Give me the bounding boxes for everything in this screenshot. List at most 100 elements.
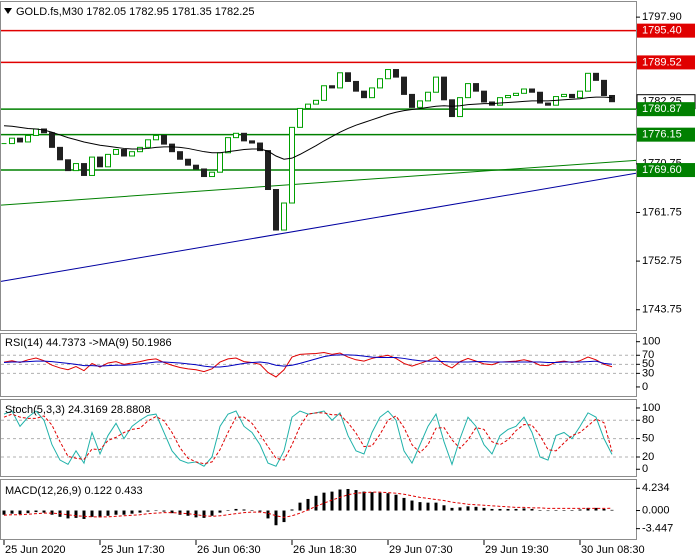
macd-bar — [50, 510, 54, 515]
candle — [457, 97, 463, 118]
y-tick-label: 50 — [642, 358, 654, 370]
x-tick-label: 30 Jun 08:30 — [581, 544, 645, 556]
candle — [177, 151, 183, 160]
candle — [193, 164, 199, 170]
candle — [241, 132, 247, 142]
candle — [273, 189, 279, 231]
macd-bar — [234, 508, 238, 511]
x-tick-label: 26 Jun 18:30 — [293, 544, 357, 556]
candle — [529, 88, 535, 93]
y-tick-label: 1797.90 — [642, 11, 682, 23]
y-tick-label: 1761.75 — [642, 206, 682, 218]
macd-bar — [338, 489, 342, 511]
candle — [185, 158, 191, 166]
macd-bar — [18, 510, 22, 515]
macd-bar — [82, 510, 86, 519]
macd-bar — [154, 510, 158, 512]
candle — [113, 149, 119, 155]
level-label-box — [637, 127, 695, 142]
candle — [505, 94, 511, 99]
candle — [425, 91, 431, 102]
level-label: 1780.87 — [642, 103, 682, 115]
candle — [65, 159, 71, 172]
indicator-line — [3, 352, 613, 378]
macd-bar — [346, 488, 350, 511]
macd-bar — [274, 510, 278, 526]
y-tick-label: -3.447 — [642, 523, 673, 535]
moving-average — [3, 96, 613, 160]
candle — [161, 134, 167, 145]
candle — [521, 88, 527, 94]
y-tick-label: 100 — [642, 402, 660, 414]
stoch-title: Stoch(5,3,3) 24.3169 28.8808 — [5, 404, 151, 416]
macd-bar — [162, 510, 166, 512]
macd-bar — [202, 510, 206, 518]
macd-bar — [146, 510, 150, 512]
candle — [497, 97, 503, 106]
candle — [385, 69, 391, 80]
stoch-panel — [0, 399, 637, 477]
macd-bar — [522, 508, 526, 511]
macd-bar — [394, 494, 398, 511]
macd-bar — [66, 510, 70, 519]
macd-bar — [106, 510, 110, 516]
macd-bar — [250, 509, 254, 511]
candle — [537, 91, 543, 104]
candle — [545, 102, 551, 106]
macd-bar — [426, 502, 430, 511]
level-label-box — [637, 55, 695, 70]
y-tick-label: 4.234 — [642, 482, 670, 494]
macd-bar — [514, 508, 518, 511]
macd-bar — [562, 509, 566, 511]
macd-bar — [282, 510, 286, 523]
macd-bar — [330, 491, 334, 511]
candle — [353, 80, 359, 92]
y-tick-label: 20 — [642, 451, 654, 463]
y-tick-label: 100 — [642, 336, 660, 348]
macd-bar — [578, 509, 582, 511]
candle — [249, 140, 255, 144]
y-tick-label: 80 — [642, 414, 654, 426]
candle — [225, 137, 231, 154]
rsi-panel — [0, 333, 637, 397]
y-tick-label: 70 — [642, 349, 654, 361]
macd-bar — [490, 508, 494, 511]
y-tick-label: 0.000 — [642, 504, 670, 516]
macd-bar — [258, 510, 262, 512]
candle — [33, 128, 39, 136]
macd-bar — [546, 510, 550, 512]
macd-bar — [74, 510, 78, 518]
macd-bar — [354, 490, 358, 511]
x-tick-label: 25 Jun 17:30 — [101, 544, 165, 556]
macd-bar — [226, 509, 230, 511]
macd-bar — [266, 510, 270, 519]
candle — [481, 90, 487, 103]
candle — [9, 137, 15, 145]
candle — [201, 168, 207, 178]
macd-bar — [210, 510, 214, 516]
candle — [153, 134, 159, 141]
macd-bar — [554, 509, 558, 511]
menu-icon[interactable] — [4, 8, 12, 14]
macd-bar — [458, 507, 462, 511]
level-label: 1789.52 — [642, 56, 682, 68]
level-label: 1776.15 — [642, 129, 682, 141]
level-label-box — [637, 102, 695, 117]
candle — [169, 143, 175, 153]
macd-bar — [10, 510, 14, 514]
level-label: 1795.40 — [642, 25, 682, 37]
candle — [441, 76, 447, 101]
candle — [313, 99, 319, 105]
candle — [97, 156, 103, 168]
y-tick-label: 0 — [642, 463, 648, 475]
macd-bar — [42, 510, 46, 513]
candle — [329, 85, 335, 89]
macd-bar — [218, 510, 222, 513]
macd-bar — [402, 497, 406, 511]
candle — [345, 72, 351, 82]
macd-bar — [314, 495, 318, 511]
macd-bar — [290, 509, 294, 511]
macd-bar — [362, 491, 366, 511]
macd-bar — [386, 493, 390, 511]
